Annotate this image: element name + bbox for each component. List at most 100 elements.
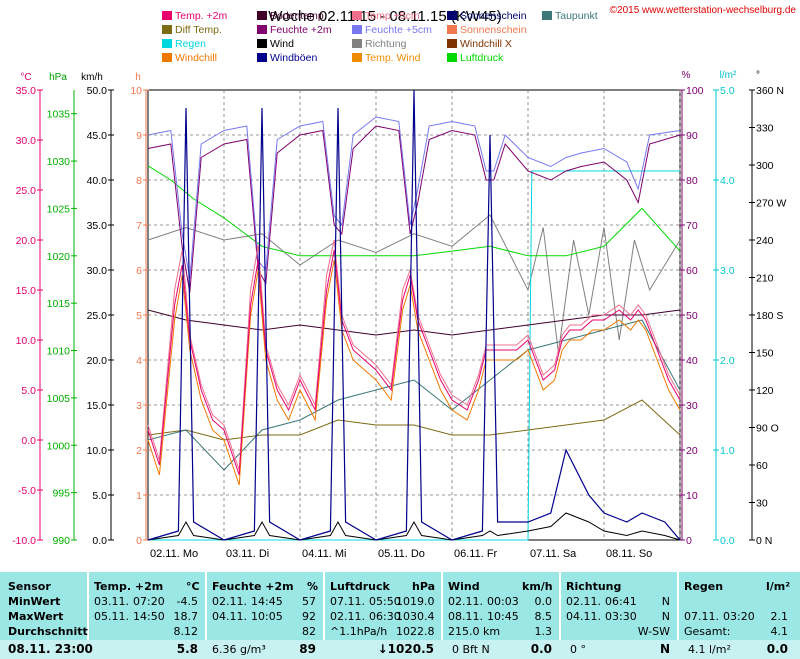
series-line-temp-2m	[147, 249, 681, 476]
pressure-axis-label: 990	[52, 535, 70, 547]
cell: Gesamt:	[684, 625, 731, 638]
temp-axis-label: 0.0	[21, 435, 36, 447]
legend-swatch	[162, 39, 172, 48]
direction-axis-label: 210	[756, 273, 774, 285]
x-tick-label: 05.11. Do	[378, 548, 425, 560]
legend-label: Temp. Wind	[365, 52, 421, 64]
x-tick-label: 03.11. Di	[226, 548, 269, 560]
pressure-axis-label: 995	[52, 488, 70, 500]
series-line-wind	[147, 512, 681, 541]
stats-table: Sensor Temp. +2m °C Feuchte +2m % Luftdr…	[0, 572, 800, 659]
sun-axis-label: 2	[136, 445, 142, 457]
wind-axis-label: 35.0	[87, 220, 108, 232]
pressure-axis-label: 1035	[47, 109, 71, 121]
axes-group: 35.030.025.020.015.010.05.00.0-5.0-10.01…	[12, 85, 786, 547]
legend-label: Sonnenschein	[460, 10, 527, 22]
legend-swatch	[162, 53, 172, 62]
legend-swatch	[257, 53, 267, 62]
rain-axis-label: 0.0	[720, 535, 735, 547]
temp-axis-label: -5.0	[18, 485, 36, 497]
axis-units: °C hPa km/h h % l/m² °	[20, 70, 760, 83]
cell: 14:50	[133, 610, 165, 623]
sun-axis-label: 8	[136, 175, 142, 187]
series-line-regen	[148, 170, 680, 541]
sun-axis-label: 7	[136, 220, 142, 232]
unit-sun: h	[135, 72, 141, 83]
sun-axis-label: 1	[136, 490, 142, 502]
direction-axis-label: 30	[756, 498, 768, 510]
humidity-axis-label: 20	[686, 445, 698, 457]
cell: 07.11.	[330, 595, 365, 608]
temp-axis-label: -10.0	[12, 535, 36, 547]
weather-chart: Woche 02.11.15 - 08.11.15 (KW45) ©2015 w…	[12, 5, 796, 560]
series-line-diff-temp-	[147, 399, 681, 441]
humidity-axis-label: 50	[686, 310, 698, 322]
pressure-axis-label: 1030	[47, 156, 71, 168]
legend-swatch	[162, 11, 172, 20]
hdr-temp: Temp. +2m	[94, 580, 164, 593]
cell: 04.11.	[566, 610, 601, 623]
legend-swatch	[352, 25, 362, 34]
cell: 2.1	[770, 610, 789, 623]
unit-wind: km/h	[81, 72, 103, 83]
x-tick-label: 08.11. So	[606, 548, 652, 560]
legend-swatch	[352, 53, 362, 62]
wind-axis-label: 50.0	[87, 85, 108, 97]
cell: 1030.4	[396, 610, 435, 623]
current-hum-extra: 6.36 g/m³	[212, 643, 266, 656]
wind-axis-label: 0.0	[92, 535, 107, 547]
hdr-humidity: Feuchte +2m	[212, 580, 294, 593]
pressure-axis-label: 1025	[47, 203, 71, 215]
cell: 06:41	[605, 595, 637, 608]
legend-label: Wind	[270, 38, 294, 50]
legend-label: Windchill	[175, 52, 217, 64]
legend-label: Richtung	[365, 38, 407, 50]
series-line-windb-en	[147, 89, 681, 541]
chart-legend: Temp. +2m Diff Temp. Regen Windchill Bodente…	[162, 10, 598, 64]
cell: 00:03	[487, 595, 519, 608]
wind-axis-label: 40.0	[87, 175, 108, 187]
hdr-rain-unit: l/m²	[766, 580, 791, 593]
unit-temp: °C	[20, 72, 31, 83]
legend-label: Temp. +2m	[175, 10, 227, 22]
sun-axis-label: 3	[136, 400, 142, 412]
hdr-temp-unit: °C	[186, 580, 200, 593]
hdr-pressure: Luftdruck	[330, 580, 390, 593]
cell: 07.11.	[684, 610, 719, 623]
sun-axis-label: 5	[136, 310, 142, 322]
direction-axis-label: 90 O	[756, 423, 779, 435]
legend-label: Feuchte +2m	[270, 24, 332, 36]
wind-axis-label: 5.0	[92, 490, 107, 502]
wind-axis-label: 10.0	[87, 445, 108, 457]
sun-axis-label: 9	[136, 130, 142, 142]
pressure-axis-label: 1020	[47, 251, 71, 263]
x-tick-label: 07.11. Sa	[530, 548, 577, 560]
direction-axis-label: 240	[756, 235, 774, 247]
cell: N	[661, 610, 670, 623]
direction-axis-label: 300	[756, 160, 774, 172]
humidity-axis-label: 40	[686, 355, 698, 367]
hdr-direction: Richtung	[566, 580, 622, 593]
legend-swatch	[447, 53, 457, 62]
current-direction: N	[659, 642, 670, 656]
series-line-luftdruck	[147, 165, 681, 257]
cell: 03:20	[723, 610, 755, 623]
rain-axis-label: 1.0	[720, 445, 735, 457]
cell: 03:30	[605, 610, 637, 623]
table-row: Durchschnitt 8.12 82 ^1.1hPa/h 1022.8 21…	[0, 624, 800, 639]
cell: 8.5	[534, 610, 553, 623]
cell: ^1.1hPa/h	[330, 625, 388, 638]
rain-axis-label: 5.0	[720, 85, 735, 97]
cell: 05.11.	[94, 610, 129, 623]
wind-axis-label: 20.0	[87, 355, 108, 367]
cell: 05:50	[369, 595, 401, 608]
direction-axis-label: 120	[756, 385, 774, 397]
cell: 04.11.	[212, 610, 247, 623]
legend-label: Diff Temp.	[175, 24, 222, 36]
row-label: MinWert	[8, 595, 61, 608]
direction-axis-label: 180 S	[756, 310, 783, 322]
temp-axis-label: 35.0	[16, 85, 37, 97]
cell: 0.0	[534, 595, 553, 608]
series-line-temp-5cm	[147, 239, 681, 471]
cell: 1022.8	[396, 625, 435, 638]
